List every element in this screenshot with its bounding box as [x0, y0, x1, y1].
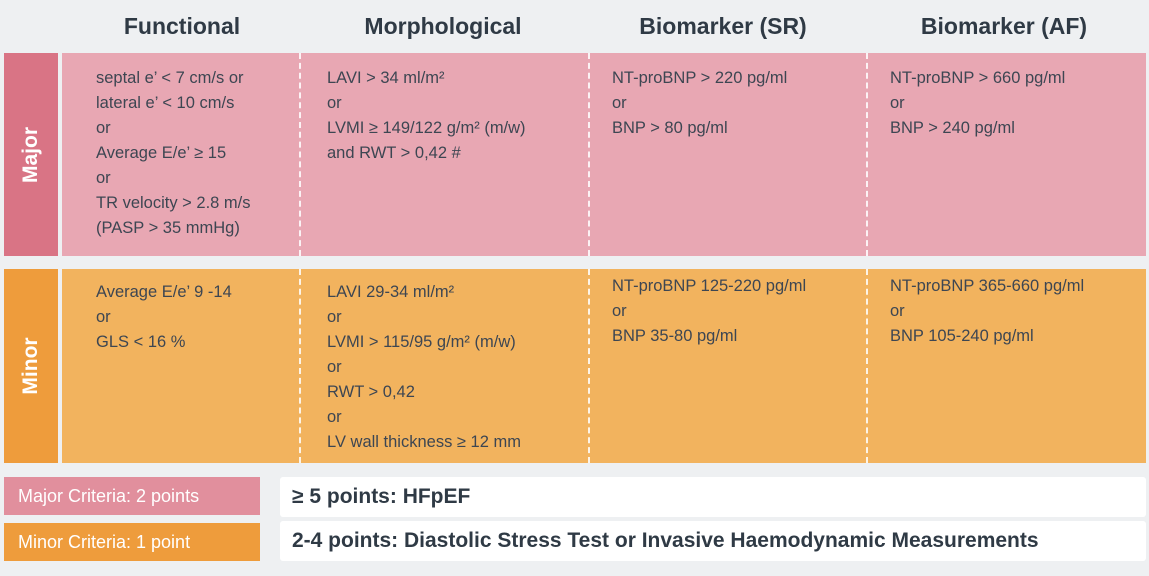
minor-row-band	[62, 269, 1146, 463]
major-functional-cell: septal e’ < 7 cm/s or lateral e’ < 10 cm/…	[96, 66, 251, 241]
minor-divider-2	[588, 269, 590, 463]
criteria-line: NT-proBNP 365-660 pg/ml	[890, 277, 1085, 295]
criteria-line: BNP 35-80 pg/ml	[612, 327, 738, 345]
major-row-label: Major	[4, 53, 58, 256]
criteria-line: or	[327, 94, 342, 112]
major-row-band	[62, 53, 1146, 256]
criteria-line: septal e’ < 7 cm/s or	[96, 69, 244, 87]
criteria-line: lateral e’ < 10 cm/s	[96, 94, 235, 112]
criteria-line: or	[327, 308, 342, 326]
criteria-line: NT-proBNP > 660 pg/ml	[890, 69, 1066, 87]
header-morphological: Morphological	[364, 13, 522, 39]
criteria-line: Average E/e’ 9 -14	[96, 283, 232, 301]
header-biomarker-af: Biomarker (AF)	[920, 13, 1088, 39]
criteria-line: TR velocity > 2.8 m/s	[96, 194, 251, 212]
criteria-line: LAVI 29-34 ml/m²	[327, 283, 455, 301]
criteria-line: or	[612, 302, 627, 320]
criteria-line: Average E/e’ ≥ 15	[96, 144, 227, 162]
header-functional: Functional	[123, 13, 241, 39]
criteria-line: BNP > 240 pg/ml	[890, 119, 1015, 137]
major-label-text: Major	[19, 126, 42, 183]
criteria-line: LV wall thickness ≥ 12 mm	[327, 433, 521, 451]
major-biomarker-sr-cell: NT-proBNP > 220 pg/ml or BNP > 80 pg/ml	[612, 66, 787, 141]
criteria-line: or	[96, 308, 111, 326]
minor-biomarker-sr-cell: NT-proBNP 125-220 pg/ml or BNP 35-80 pg/ml	[612, 274, 806, 349]
criteria-line: and RWT > 0,42 #	[327, 144, 461, 162]
criteria-line: LVMI > 115/95 g/m² (m/w)	[327, 333, 516, 351]
minor-criteria-legend: Minor Criteria: 1 point	[4, 523, 260, 561]
criteria-line: or	[327, 358, 342, 376]
criteria-line: LAVI > 34 ml/m²	[327, 69, 445, 87]
criteria-line: or	[612, 94, 627, 112]
criteria-line: or	[890, 94, 905, 112]
criteria-line: or	[890, 302, 905, 320]
criteria-line: NT-proBNP > 220 pg/ml	[612, 69, 788, 87]
criteria-line: BNP 105-240 pg/ml	[890, 327, 1034, 345]
minor-divider-3	[866, 269, 868, 463]
criteria-line: (PASP > 35 mmHg)	[96, 219, 240, 237]
minor-label-text: Minor	[19, 337, 42, 395]
criteria-line: NT-proBNP 125-220 pg/ml	[612, 277, 807, 295]
major-divider-2	[588, 53, 590, 256]
criteria-line: or	[327, 408, 342, 426]
major-criteria-legend: Major Criteria: 2 points	[4, 477, 260, 515]
major-divider-3	[866, 53, 868, 256]
minor-divider-1	[299, 269, 301, 463]
major-biomarker-af-cell: NT-proBNP > 660 pg/ml or BNP > 240 pg/ml	[890, 66, 1065, 141]
criteria-line: RWT > 0,42	[327, 383, 415, 401]
minor-functional-cell: Average E/e’ 9 -14 or GLS < 16 %	[96, 280, 232, 355]
criteria-line: LVMI ≥ 149/122 g/m² (m/w)	[327, 119, 526, 137]
major-divider-1	[299, 53, 301, 256]
criteria-line: BNP > 80 pg/ml	[612, 119, 728, 137]
minor-row-label: Minor	[4, 269, 58, 463]
header-biomarker-sr: Biomarker (SR)	[639, 13, 807, 39]
criteria-line: or	[96, 119, 111, 137]
minor-morphological-cell: LAVI 29-34 ml/m² or LVMI > 115/95 g/m² (m/…	[327, 280, 521, 455]
minor-biomarker-af-cell: NT-proBNP 365-660 pg/ml or BNP 105-240 pg/…	[890, 274, 1084, 349]
major-morphological-cell: LAVI > 34 ml/m² or LVMI ≥ 149/122 g/m² (m/…	[327, 66, 526, 166]
criteria-line: or	[96, 169, 111, 187]
result-stress-test: 2-4 points: Diastolic Stress Test or Inv…	[280, 521, 1146, 561]
criteria-line: GLS < 16 %	[96, 333, 186, 351]
result-hfpef: ≥ 5 points: HFpEF	[280, 477, 1146, 517]
